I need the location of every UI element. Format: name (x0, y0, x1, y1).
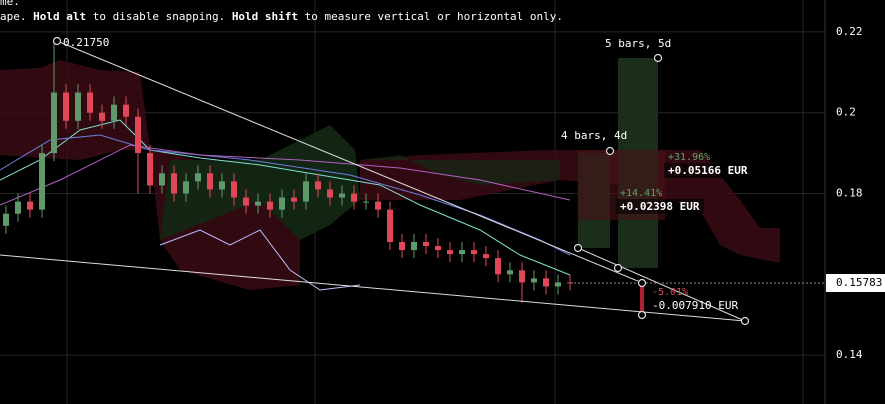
hint-part: Hold alt (33, 10, 86, 23)
hint-part: to measure vertical or horizontal only. (298, 10, 563, 23)
pct-label: +31.96% (668, 152, 710, 163)
y-tick-label: 0.22 (836, 25, 863, 38)
candle-body (111, 104, 117, 121)
hint-part: to disable snapping. (86, 10, 232, 23)
candle-body (351, 193, 357, 202)
candle-body (375, 201, 381, 210)
eur-label: -0.007910 EUR (652, 299, 738, 312)
candle-body (123, 104, 129, 117)
candle-body (243, 197, 249, 206)
peak-label: 0.21750 (63, 36, 109, 49)
candle-body (15, 201, 21, 214)
candle-body (3, 213, 9, 226)
candle-body (315, 181, 321, 190)
candle-body (327, 189, 333, 198)
candle-body (231, 181, 237, 198)
range-label: 5 bars, 5d (605, 37, 671, 50)
candle-body (387, 209, 393, 242)
candle-body (195, 173, 201, 182)
candle-body (255, 201, 261, 206)
candle-body (159, 173, 165, 186)
candle-body (207, 173, 213, 190)
candle-body (75, 92, 81, 121)
candle-body (531, 278, 537, 283)
candle-body (267, 201, 273, 210)
candle-body (447, 250, 453, 255)
candle-body (171, 173, 177, 194)
pct-label: -5.01% (652, 287, 688, 298)
candle-body (519, 270, 525, 283)
candle-body (423, 241, 429, 247)
drawings (0, 36, 825, 326)
price-tag (826, 274, 885, 292)
candle-body (219, 181, 225, 190)
candle-body (63, 92, 69, 121)
candle-body (39, 153, 45, 210)
pct-label: +14.41% (620, 188, 662, 199)
hint-text: me. (0, 0, 20, 8)
candle-body (291, 197, 297, 202)
candle-body (543, 278, 549, 287)
candle-body (303, 181, 309, 202)
candle-body (555, 282, 561, 287)
candle-body (279, 197, 285, 210)
hint-text: ape. Hold alt to disable snapping. Hold … (0, 10, 563, 23)
candle-body (483, 254, 489, 259)
annotations: 0.21750 5 bars, 5d 4 bars, 4d +31.96% +0… (63, 36, 752, 312)
price-label: 0.15783 (836, 276, 882, 289)
candle-body (495, 258, 501, 275)
candle-body (87, 92, 93, 113)
candle-body (399, 241, 405, 251)
candle-body (183, 181, 189, 194)
candle-body (363, 201, 369, 203)
candle-body (507, 270, 513, 275)
eur-label: +0.05166 EUR (668, 164, 748, 177)
candle-body (51, 92, 57, 154)
candle-body (147, 153, 153, 186)
y-tick-label: 0.18 (836, 187, 863, 200)
axis-area (825, 0, 885, 404)
y-tick-label: 0.14 (836, 348, 863, 361)
candle-body (27, 201, 33, 210)
candle-body (459, 250, 465, 255)
hint-part: ape. (0, 10, 33, 23)
candle-body (99, 112, 105, 121)
candle-body (135, 116, 141, 154)
range-label: 4 bars, 4d (561, 129, 627, 142)
candle-body (411, 241, 417, 251)
candle-body (471, 250, 477, 255)
grid-vertical (66, 0, 804, 404)
indicator-lines (0, 119, 571, 291)
hint-part: Hold shift (232, 10, 298, 23)
candle-body (435, 246, 441, 251)
candle-body (339, 193, 345, 198)
eur-label: +0.02398 EUR (620, 200, 700, 213)
measure-boxes (578, 58, 665, 315)
y-tick-label: 0.2 (836, 106, 856, 119)
